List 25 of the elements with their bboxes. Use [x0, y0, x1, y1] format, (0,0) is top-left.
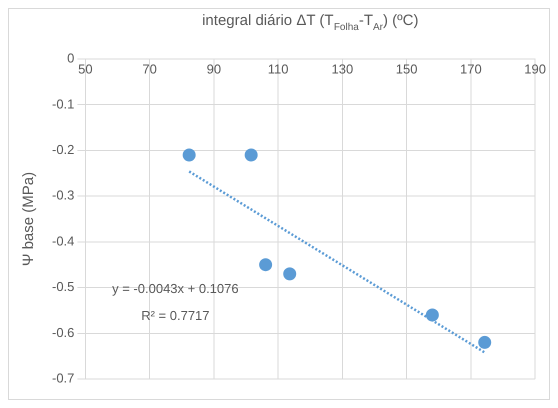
x-tick-label: 150 — [396, 61, 418, 76]
y-tick-label: -0.6 — [52, 324, 74, 340]
y-axis-title: Ψ base (MPa) — [20, 172, 38, 266]
point — [182, 148, 196, 162]
y-tick-label: 0 — [67, 50, 74, 66]
point — [283, 267, 296, 280]
y-tick-label: -0.4 — [52, 233, 74, 248]
point — [478, 336, 492, 349]
point — [244, 148, 258, 162]
annotation: R² = 0.7717 — [141, 308, 210, 324]
point — [426, 308, 439, 322]
x-tick-label: 90 — [206, 61, 222, 76]
y-tick-label: -0.5 — [52, 279, 74, 294]
x-tick-label: 170 — [460, 61, 482, 76]
x-tick-label: 110 — [268, 61, 289, 76]
x-tick-label: 70 — [142, 61, 157, 76]
x-tick-label: 130 — [332, 61, 354, 76]
point — [259, 258, 272, 272]
x-tick-label: 190 — [524, 61, 546, 76]
y-tick-label: -0.3 — [52, 188, 74, 203]
y-tick-label: -0.2 — [52, 142, 74, 158]
y-tick-label: -0.1 — [52, 96, 74, 112]
y-tick-label: -0.7 — [52, 370, 74, 386]
x-tick-label: 50 — [78, 61, 93, 76]
annotation: y = -0.0043x + 0.1076 — [112, 280, 239, 296]
